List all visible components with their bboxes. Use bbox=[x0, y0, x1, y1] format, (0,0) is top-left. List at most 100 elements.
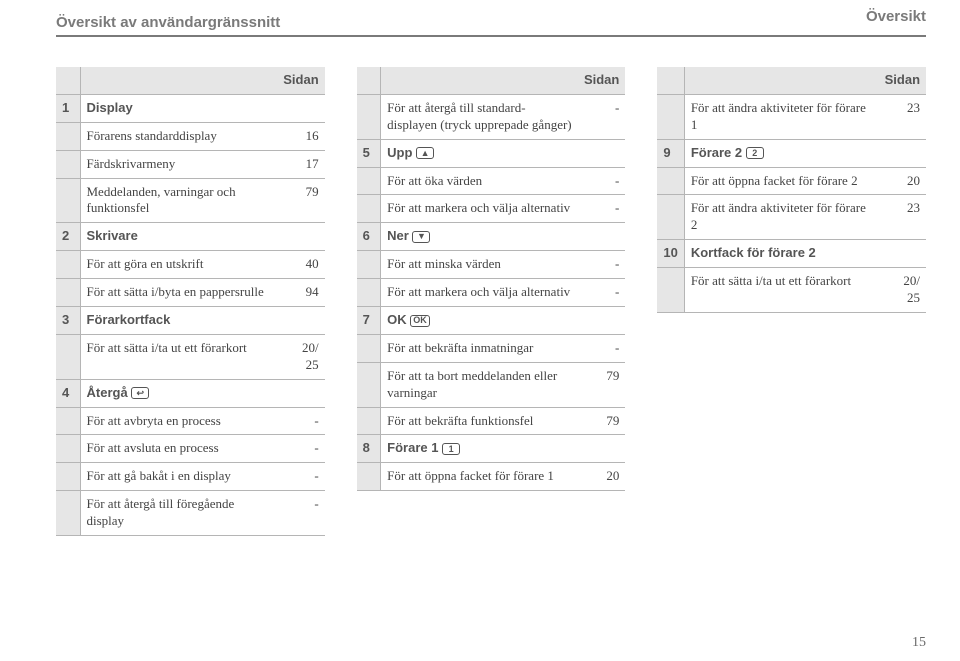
row-number bbox=[657, 167, 684, 195]
row-label: Förare 2 bbox=[691, 145, 746, 160]
section-title: Översikt bbox=[866, 8, 926, 25]
row-number bbox=[357, 334, 381, 362]
row-number bbox=[357, 407, 381, 435]
row-page: 23 bbox=[879, 195, 926, 240]
row-heading: Förare 1 1 bbox=[381, 435, 578, 463]
row-number bbox=[357, 251, 381, 279]
header-page: Sidan bbox=[879, 67, 926, 94]
table-row: Meddelanden, varningar och funktionsfel7… bbox=[56, 178, 325, 223]
header-rule bbox=[56, 35, 926, 37]
row-page bbox=[578, 139, 625, 167]
reference-table: SidanFör att återgå till standard-displa… bbox=[357, 67, 626, 491]
row-heading: Återgå ↩ bbox=[80, 379, 277, 407]
row-number: 7 bbox=[357, 307, 381, 335]
row-page bbox=[578, 435, 625, 463]
row-label: För att ändra aktiviteter för förare 2 bbox=[691, 200, 866, 232]
row-label: Färdskrivarmeny bbox=[87, 156, 176, 171]
row-text: För att bekräfta funktionsfel bbox=[381, 407, 578, 435]
table-row: För att återgå till standard-displayen (… bbox=[357, 94, 626, 139]
row-heading: OK OK bbox=[381, 307, 578, 335]
table-row: För att avsluta en process- bbox=[56, 435, 325, 463]
row-number bbox=[357, 362, 381, 407]
row-page: 79 bbox=[578, 407, 625, 435]
row-number: 1 bbox=[56, 94, 80, 122]
row-label: För att avbryta en process bbox=[87, 413, 221, 428]
row-text: För att öppna facket för förare 1 bbox=[381, 463, 578, 491]
row-label: Förarkortfack bbox=[87, 312, 171, 327]
row-number bbox=[56, 178, 80, 223]
row-page: - bbox=[578, 195, 625, 223]
row-text: Förarens standarddisplay bbox=[80, 122, 277, 150]
table-row: 2Skrivare bbox=[56, 223, 325, 251]
row-page: - bbox=[578, 167, 625, 195]
row-label: För att gå bakåt i en display bbox=[87, 468, 231, 483]
row-page: - bbox=[277, 407, 324, 435]
row-text: För att avsluta en process bbox=[80, 435, 277, 463]
row-text: För att återgå till standard-displayen (… bbox=[381, 94, 578, 139]
row-text: För att öka värden bbox=[381, 167, 578, 195]
row-number bbox=[357, 279, 381, 307]
row-label: För att återgå till föregående display bbox=[87, 496, 235, 528]
row-page bbox=[578, 223, 625, 251]
table-row: 4Återgå ↩ bbox=[56, 379, 325, 407]
row-number bbox=[657, 195, 684, 240]
row-page: 20/ 25 bbox=[879, 268, 926, 313]
row-page: 23 bbox=[879, 94, 926, 139]
row-number: 2 bbox=[56, 223, 80, 251]
row-number bbox=[357, 94, 381, 139]
row-number bbox=[657, 94, 684, 139]
row-label: För att avsluta en process bbox=[87, 440, 219, 455]
row-label: För att öppna facket för förare 1 bbox=[387, 468, 554, 483]
row-text: Färdskrivarmeny bbox=[80, 150, 277, 178]
row-number: 6 bbox=[357, 223, 381, 251]
row-page: 20 bbox=[879, 167, 926, 195]
table-row: För att avbryta en process - bbox=[56, 407, 325, 435]
table-row: För att gå bakåt i en display- bbox=[56, 463, 325, 491]
key-icon: 1 bbox=[442, 443, 460, 455]
reference-table: Sidan1DisplayFörarens standarddisplay16F… bbox=[56, 67, 325, 536]
row-label: För att minska värden bbox=[387, 256, 501, 271]
row-text: För att markera och välja alternativ bbox=[381, 279, 578, 307]
row-text: För att minska värden bbox=[381, 251, 578, 279]
row-page: 79 bbox=[277, 178, 324, 223]
row-label: Förare 1 bbox=[387, 440, 442, 455]
key-icon: 2 bbox=[746, 147, 764, 159]
row-label: Återgå bbox=[87, 385, 132, 400]
row-number bbox=[357, 463, 381, 491]
reference-table: Sidan För att ändra aktiviteter för förar… bbox=[657, 67, 926, 313]
row-heading: Förarkortfack bbox=[80, 307, 277, 335]
table-row: 10Kortfack för förare 2 bbox=[657, 240, 926, 268]
row-number: 4 bbox=[56, 379, 80, 407]
row-page: 20/ 25 bbox=[277, 334, 324, 379]
row-text: För att sätta i/byta en pappersrulle bbox=[80, 279, 277, 307]
table-row: 8Förare 1 1 bbox=[357, 435, 626, 463]
row-page: - bbox=[578, 279, 625, 307]
row-page: - bbox=[277, 491, 324, 536]
header-page: Sidan bbox=[578, 67, 625, 94]
row-label: För att öppna facket för förare 2 bbox=[691, 173, 858, 188]
row-label: Upp bbox=[387, 145, 416, 160]
table-row: För att öppna facket för förare 2 20 bbox=[657, 167, 926, 195]
row-label: För att sätta i/ta ut ett förarkort bbox=[691, 273, 851, 288]
row-text: För att avbryta en process bbox=[80, 407, 277, 435]
row-label: För att ta bort meddelanden eller varnin… bbox=[387, 368, 557, 400]
row-number: 8 bbox=[357, 435, 381, 463]
row-page: 94 bbox=[277, 279, 324, 307]
table-row: För att öka värden - bbox=[357, 167, 626, 195]
page-number: 15 bbox=[912, 635, 926, 651]
row-page: 40 bbox=[277, 251, 324, 279]
row-text: För att återgå till föregående display bbox=[80, 491, 277, 536]
table-row: 9Förare 2 2 bbox=[657, 139, 926, 167]
row-label: För att öka värden bbox=[387, 173, 482, 188]
row-number bbox=[357, 195, 381, 223]
row-heading: Skrivare bbox=[80, 223, 277, 251]
row-label: För att sätta i/byta en pappersrulle bbox=[87, 284, 264, 299]
row-label: För att bekräfta funktionsfel bbox=[387, 413, 533, 428]
row-heading: Display bbox=[80, 94, 277, 122]
row-heading: Förare 2 2 bbox=[684, 139, 878, 167]
row-heading: Upp ▲ bbox=[381, 139, 578, 167]
row-number: 10 bbox=[657, 240, 684, 268]
row-text: För att sätta i/ta ut ett förarkort bbox=[684, 268, 878, 313]
header-blank bbox=[381, 67, 578, 94]
row-page bbox=[277, 94, 324, 122]
